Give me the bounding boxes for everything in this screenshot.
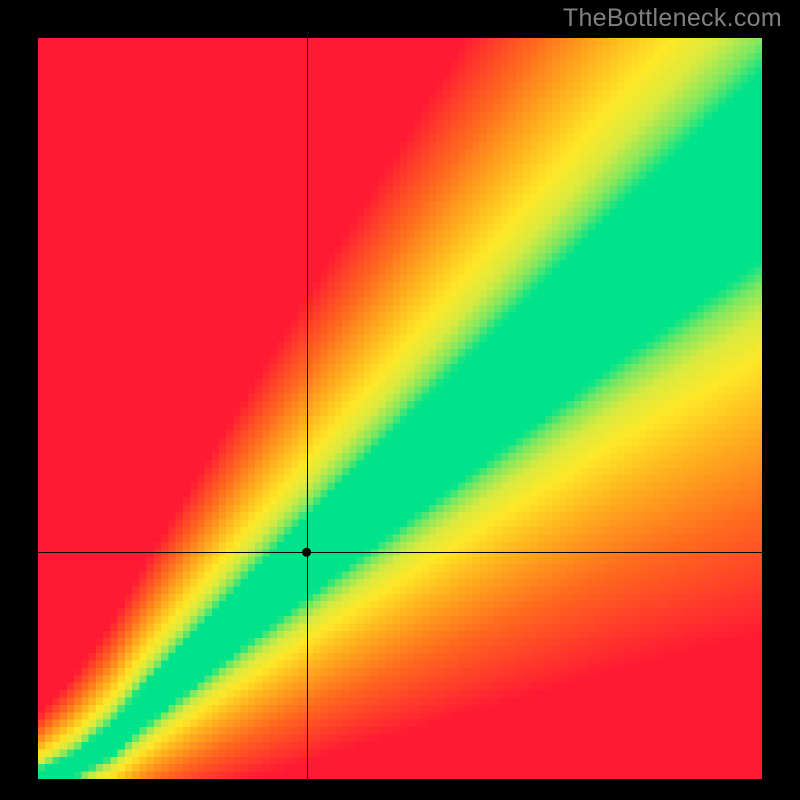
crosshair-overlay <box>38 38 762 779</box>
heatmap-plot <box>38 38 762 779</box>
chart-root: TheBottleneck.com <box>0 0 800 800</box>
watermark-text: TheBottleneck.com <box>563 4 782 33</box>
